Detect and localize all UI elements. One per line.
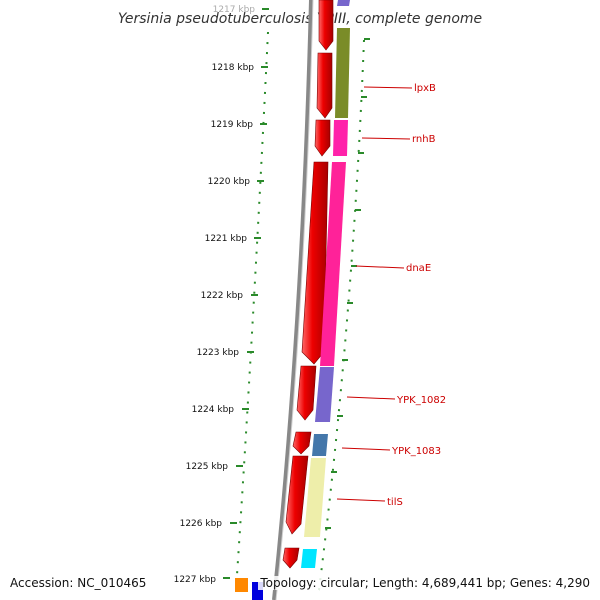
cds-feature[interactable] [292,431,312,455]
gene-band-rnhB[interactable] [333,120,348,156]
label-leader [355,265,405,269]
gene-band-YPK_1082[interactable] [315,367,334,422]
gene-labels: lpxB rnhB dnaE YPK_1082 YPK_1083 tilS [336,83,446,508]
ruler-tick-label: 1225 kbp [186,462,229,472]
cds-feature[interactable] [314,119,331,157]
gene-band-tilS[interactable] [304,458,326,537]
ruler: 1217 kbp 1218 kbp 1219 kbp 1220 kbp 1221… [174,5,269,585]
label-leader [363,86,413,89]
genome-summary-text: Topology: circular; Length: 4,689,441 bp… [258,576,592,590]
ruler-tick-label: 1222 kbp [201,291,244,301]
gene-label[interactable]: dnaE [406,263,431,274]
inner-ruler-ticks [325,38,370,529]
cds-track [282,0,334,569]
feature-block-orange[interactable] [235,578,248,592]
cds-feature[interactable] [318,0,334,51]
gene-band-cyan[interactable] [301,549,317,568]
ruler-tick-label: 1227 kbp [174,575,217,585]
accession-text: Accession: NC_010465 [8,576,149,590]
outer-ring [235,31,269,591]
gene-label[interactable]: YPK_1082 [396,395,446,406]
map-title: Yersinia pseudotuberculosis YPIII, compl… [118,11,482,27]
label-leader [361,137,411,140]
cds-feature[interactable] [285,455,309,535]
ruler-tick-label: 1220 kbp [208,177,251,187]
gene-band-dnaE[interactable] [320,162,346,366]
label-leader [346,396,396,400]
feature-block-blue[interactable] [252,582,263,600]
gene-label[interactable]: rnhB [412,134,436,145]
ruler-tick-label: 1221 kbp [205,234,248,244]
gene-label[interactable]: lpxB [414,83,436,94]
ruler-tick-label: 1217 kbp [213,5,256,15]
cds-feature[interactable] [301,161,329,365]
cds-feature[interactable] [316,52,333,119]
cds-feature[interactable] [296,365,317,421]
cds-feature[interactable] [282,547,300,569]
sequence-backbone [272,0,313,600]
gene-band-YPK_1083[interactable] [312,434,328,456]
ruler-tick-label: 1218 kbp [212,63,255,73]
gene-band-top[interactable] [337,0,350,6]
gene-label[interactable]: YPK_1083 [391,446,441,457]
gene-band-lpxB[interactable] [335,28,350,118]
gene-bands [301,0,350,568]
backbone-highlight [275,0,314,600]
label-leader [336,498,386,502]
gene-label[interactable]: tilS [387,497,403,508]
ruler-tick-label: 1224 kbp [192,405,235,415]
ruler-tick-label: 1223 kbp [197,348,240,358]
label-leader [341,447,391,451]
ruler-tick-label: 1219 kbp [211,120,254,130]
ruler-tick-label: 1226 kbp [180,519,223,529]
